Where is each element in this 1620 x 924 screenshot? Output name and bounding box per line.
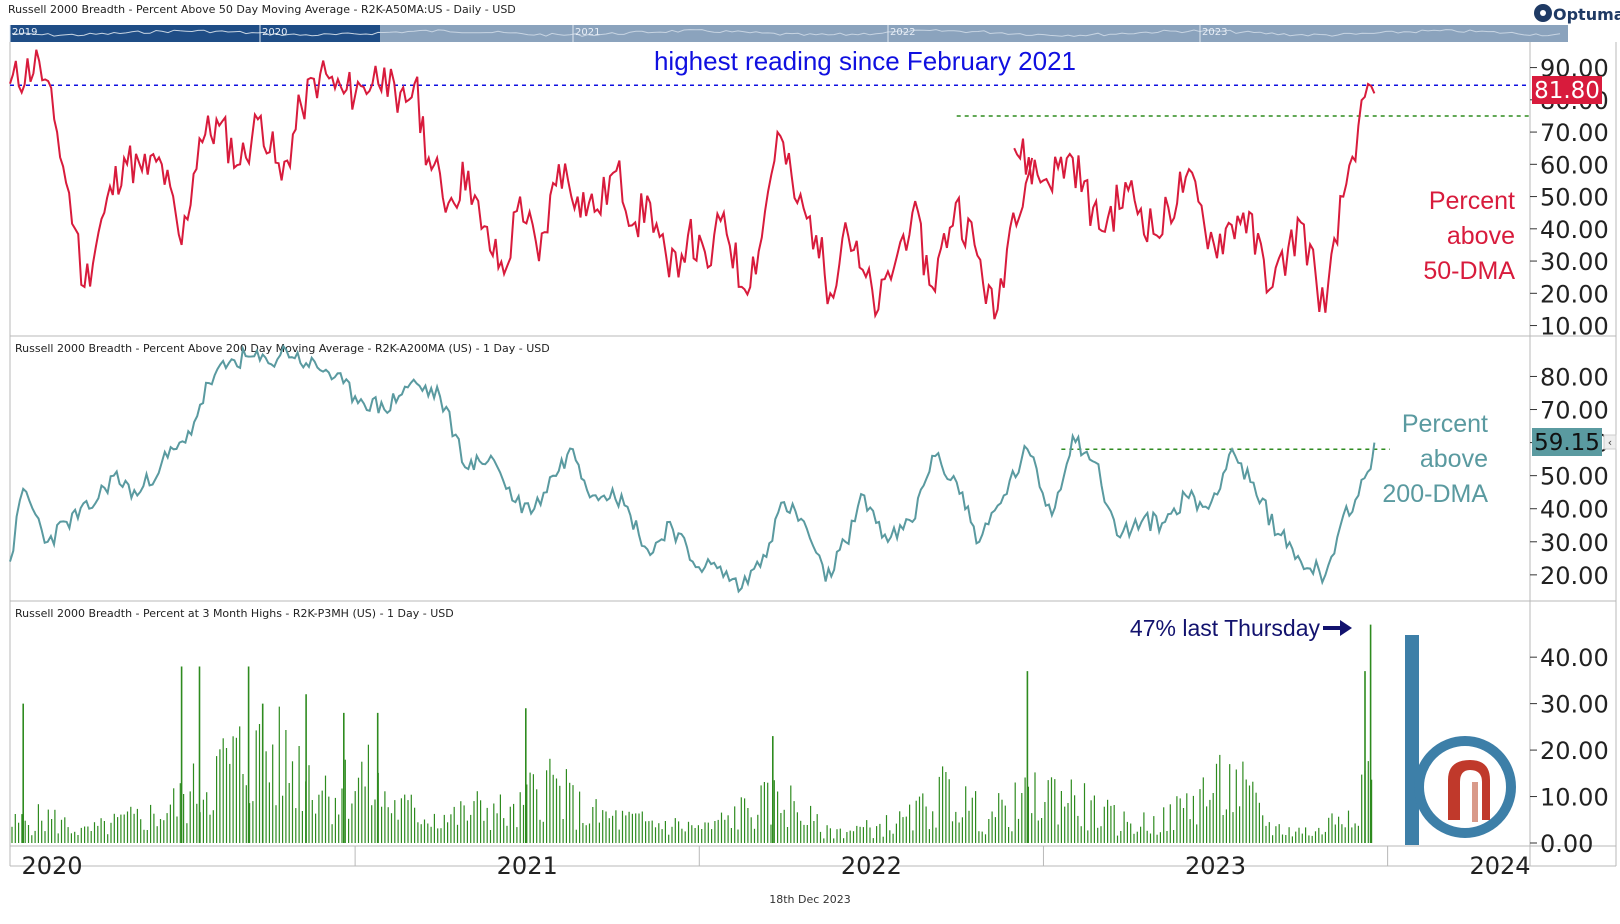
y-tick-label: 70.00 xyxy=(1540,397,1609,425)
series-label-200dma: Percent above 200-DMA xyxy=(1382,410,1488,508)
x-axis: 2020 2021 2022 2023 2024 xyxy=(21,846,1531,880)
navigator-year-2020: 2020 xyxy=(262,27,287,38)
y-tick-label: 20.00 xyxy=(1540,280,1609,308)
y-tick-label: 20.00 xyxy=(1540,737,1609,765)
x-tick-label-2022: 2022 xyxy=(841,852,902,880)
navigator-window[interactable] xyxy=(10,25,380,42)
y-tick-label: 0.00 xyxy=(1540,830,1593,858)
y-tick-label: 80.00 xyxy=(1540,363,1609,391)
y-tick-label: 50.00 xyxy=(1540,463,1609,491)
series-label-50dma-line-1: Percent xyxy=(1429,187,1515,215)
panel-frames xyxy=(9,42,1617,867)
x-tick-label-2020: 2020 xyxy=(21,852,82,880)
navigator-year-2023: 2023 xyxy=(1202,27,1227,38)
navigator-year-2021: 2021 xyxy=(575,27,600,38)
panel-3-y-axis: 40.00 30.00 20.00 10.00 0.00 xyxy=(1530,644,1609,858)
last-value-badge-200dma xyxy=(1532,428,1602,456)
series-label-50dma-line-2: above xyxy=(1447,222,1515,250)
optuma-logo: Optuma xyxy=(1534,4,1620,24)
panel-3-title: Russell 2000 Breadth - Percent at 3 Mont… xyxy=(15,607,454,620)
panel-1-reference-lines xyxy=(10,84,1530,117)
series-3-month-highs-bars xyxy=(11,624,1373,843)
navigator-year-labels: 2019 2020 2021 2022 2023 xyxy=(9,25,1227,42)
navigator-year-2022: 2022 xyxy=(890,27,915,38)
panel-1-y-axis: 90.0080.0070.0060.0050.0040.0030.0020.00… xyxy=(1530,55,1609,341)
y-tick-label: 20.00 xyxy=(1540,562,1609,590)
series-label-200dma-line-2: above xyxy=(1420,445,1488,473)
y-tick-label: 70.00 xyxy=(1540,119,1609,147)
header-strip: Russell 2000 Breadth - Percent Above 50 … xyxy=(8,3,1620,42)
y-tick-label: 10.00 xyxy=(1540,313,1609,341)
y-tick-label: 30.00 xyxy=(1540,529,1609,557)
y-tick-label: 60.00 xyxy=(1540,151,1609,179)
watermark-logo-icon xyxy=(1405,635,1516,845)
x-tick-label-2021: 2021 xyxy=(497,852,558,880)
annotation-highest-reading: highest reading since February 2021 xyxy=(654,46,1076,76)
y-tick-label: 40.00 xyxy=(1540,644,1609,672)
optuma-mark-inner xyxy=(1540,10,1546,16)
y-tick-label: 40.00 xyxy=(1540,216,1609,244)
collapse-handle[interactable] xyxy=(1603,434,1617,450)
y-tick-label: 40.00 xyxy=(1540,496,1609,524)
panel-percent-at-3-month-highs: Russell 2000 Breadth - Percent at 3 Mont… xyxy=(11,607,1609,858)
chevron-left-icon: ‹ xyxy=(1608,436,1612,449)
navigator-trace xyxy=(11,29,1561,37)
series-label-200dma-line-3: 200-DMA xyxy=(1382,480,1488,508)
y-tick-label: 30.00 xyxy=(1540,691,1609,719)
series-percent-above-200dma xyxy=(9,344,1376,594)
annotation-47-last-thursday: 47% last Thursday xyxy=(1130,615,1321,641)
y-tick-label: 10.00 xyxy=(1540,784,1609,812)
navigator-year-2019: 2019 xyxy=(12,27,37,38)
x-tick-label-2024: 2024 xyxy=(1469,852,1530,880)
series-label-50dma-line-3: 50-DMA xyxy=(1423,257,1515,285)
panel-1-title: Russell 2000 Breadth - Percent Above 50 … xyxy=(8,3,516,16)
panel-1-last-value-badge: 81.80 xyxy=(1532,76,1602,104)
x-tick-label-2023: 2023 xyxy=(1185,852,1246,880)
arrow-right-icon xyxy=(1323,620,1352,636)
y-tick-label: 30.00 xyxy=(1540,248,1609,276)
last-value-200dma: 59.15 xyxy=(1534,430,1600,456)
series-percent-above-50dma xyxy=(9,49,1376,320)
panel-percent-above-50dma: 90.0080.0070.0060.0050.0040.0030.0020.00… xyxy=(9,46,1609,341)
optuma-brand-label: Optuma xyxy=(1553,5,1620,24)
last-value-50dma: 81.80 xyxy=(1534,78,1600,104)
panel-2-last-value-badge: 59.15 ‹ xyxy=(1532,428,1617,456)
footer-date: 18th Dec 2023 xyxy=(769,893,851,906)
y-tick-label: 50.00 xyxy=(1540,184,1609,212)
panel-percent-above-200dma: Russell 2000 Breadth - Percent Above 200… xyxy=(9,342,1617,594)
last-value-badge-50dma xyxy=(1532,76,1602,104)
series-label-50dma: Percent above 50-DMA xyxy=(1423,187,1515,285)
series-label-200dma-line-1: Percent xyxy=(1402,410,1488,438)
